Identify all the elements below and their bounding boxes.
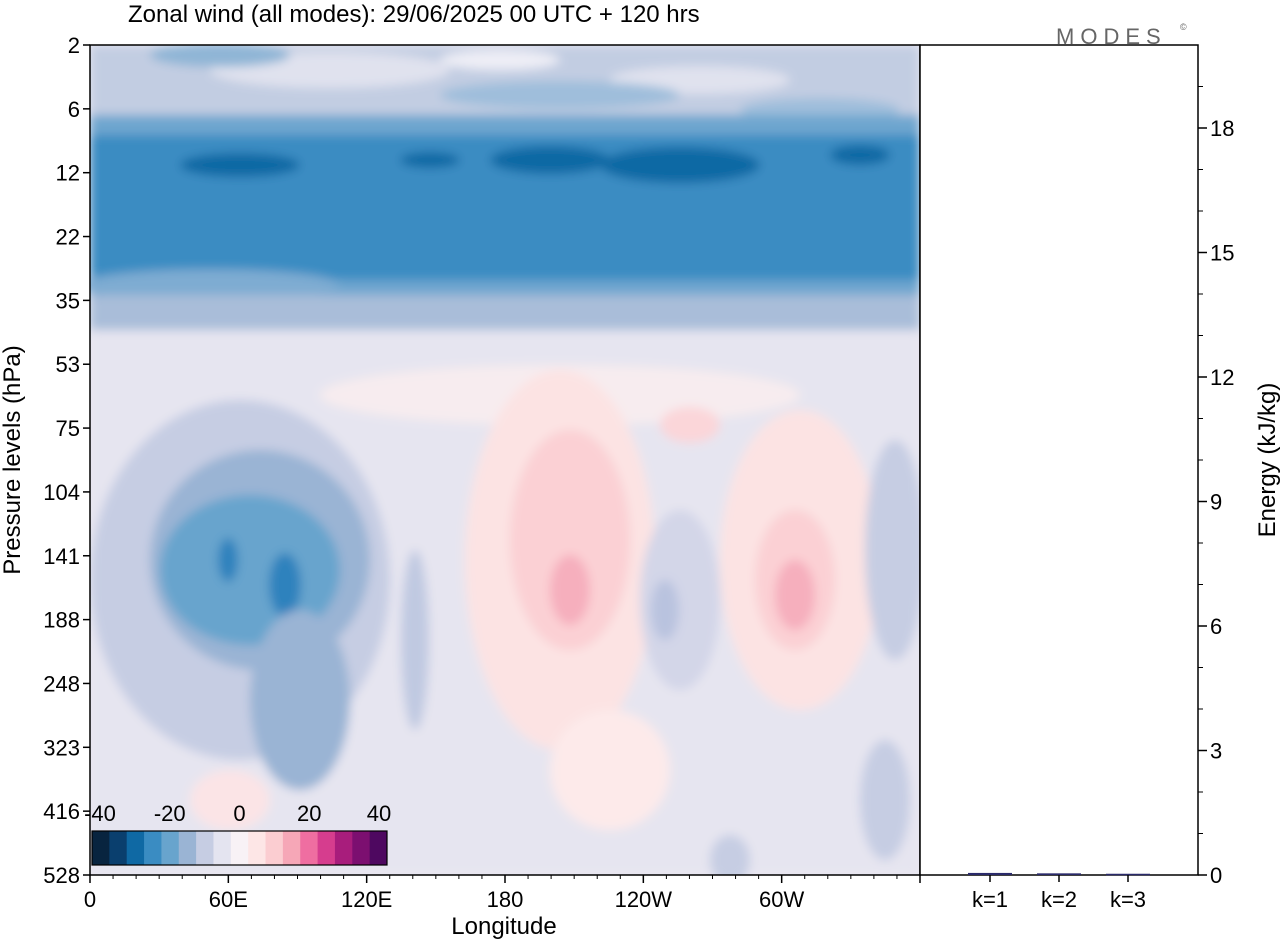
colorbar-label: 0 (233, 801, 245, 826)
colorbar: -40 -20 0 20 40 (84, 801, 391, 866)
colorbar-swatch (126, 831, 145, 865)
energy-tick-label: 6 (1210, 614, 1222, 639)
y-tick-label: 53 (56, 352, 80, 377)
energy-axis: 0 3 6 9 12 15 18 (1198, 86, 1234, 888)
y-tick-label: 104 (43, 480, 80, 505)
colorbar-swatch (334, 831, 353, 865)
x-tick-label: 180 (487, 887, 524, 912)
y-tick-label: 35 (56, 288, 80, 313)
y-tick-label: 22 (56, 225, 80, 250)
y-tick-label: 2 (68, 33, 80, 58)
energy-tick-label: 15 (1210, 241, 1234, 266)
colorbar-swatch (300, 831, 319, 865)
colorbar-label: -20 (154, 801, 186, 826)
energy-category-label: k=3 (1110, 887, 1146, 912)
energy-bar (1037, 873, 1081, 875)
colorbar-swatch (109, 831, 128, 865)
energy-category-label: k=2 (1041, 887, 1077, 912)
x-tick-label: 60E (209, 887, 248, 912)
chart-title: Zonal wind (all modes): 29/06/2025 00 UT… (128, 1, 700, 28)
colorbar-swatch (317, 831, 336, 865)
colorbar-swatch (352, 831, 371, 865)
y-tick-label: 188 (43, 608, 80, 633)
colorbar-swatch (213, 831, 232, 865)
colorbar-swatch (161, 831, 180, 865)
energy-tick-label: 3 (1210, 739, 1222, 764)
y-tick-label: 248 (43, 671, 80, 696)
energy-category-label: k=1 (972, 887, 1008, 912)
energy-tick-label: 12 (1210, 365, 1234, 390)
colorbar-swatch (92, 831, 110, 865)
colorbar-label: -40 (84, 801, 116, 826)
colorbar-label: 20 (297, 801, 321, 826)
energy-axis-label: Energy (kJ/kg) (1254, 383, 1280, 538)
x-tick-label: 60W (759, 887, 804, 912)
y-tick-label: 12 (56, 161, 80, 186)
brand-logo-mark: © (1180, 22, 1187, 32)
x-tick-label: 120W (615, 887, 673, 912)
colorbar-frame (91, 830, 388, 866)
heatmap-field (90, 45, 920, 875)
colorbar-swatch (144, 831, 162, 865)
colorbar-swatch (369, 831, 388, 865)
y-tick-label: 528 (43, 863, 80, 888)
y-tick-label: 416 (43, 799, 80, 824)
y-axis-label: Pressure levels (hPa) (0, 345, 26, 574)
energy-tick-label: 0 (1210, 863, 1222, 888)
energy-tick-label: 9 (1210, 490, 1222, 515)
energy-bar (968, 872, 1012, 875)
colorbar-swatch (265, 831, 284, 865)
colorbar-swatch (230, 831, 249, 865)
colorbar-swatch (178, 831, 197, 865)
y-tick-label: 75 (56, 416, 80, 441)
colorbar-swatch (248, 831, 267, 865)
x-tick-label: 0 (84, 887, 96, 912)
energy-bar (1106, 873, 1150, 876)
y-tick-label: 323 (43, 735, 80, 760)
pressure-axis: 2 6 12 22 35 53 75 104 141 188 248 323 416 528 (43, 33, 90, 888)
longitude-axis: 0 60E 120E 180 120W 60W (84, 875, 921, 912)
colorbar-swatch (282, 831, 301, 865)
energy-panel-frame (919, 44, 1199, 876)
energy-bars: k=1 k=2 k=3 (968, 872, 1150, 912)
x-axis-label: Longitude (451, 913, 556, 940)
energy-tick-label: 18 (1210, 116, 1234, 141)
colorbar-label: 40 (367, 801, 391, 826)
y-tick-label: 6 (68, 97, 80, 122)
x-tick-label: 120E (341, 887, 392, 912)
colorbar-swatch (196, 831, 214, 865)
y-tick-label: 141 (43, 544, 80, 569)
